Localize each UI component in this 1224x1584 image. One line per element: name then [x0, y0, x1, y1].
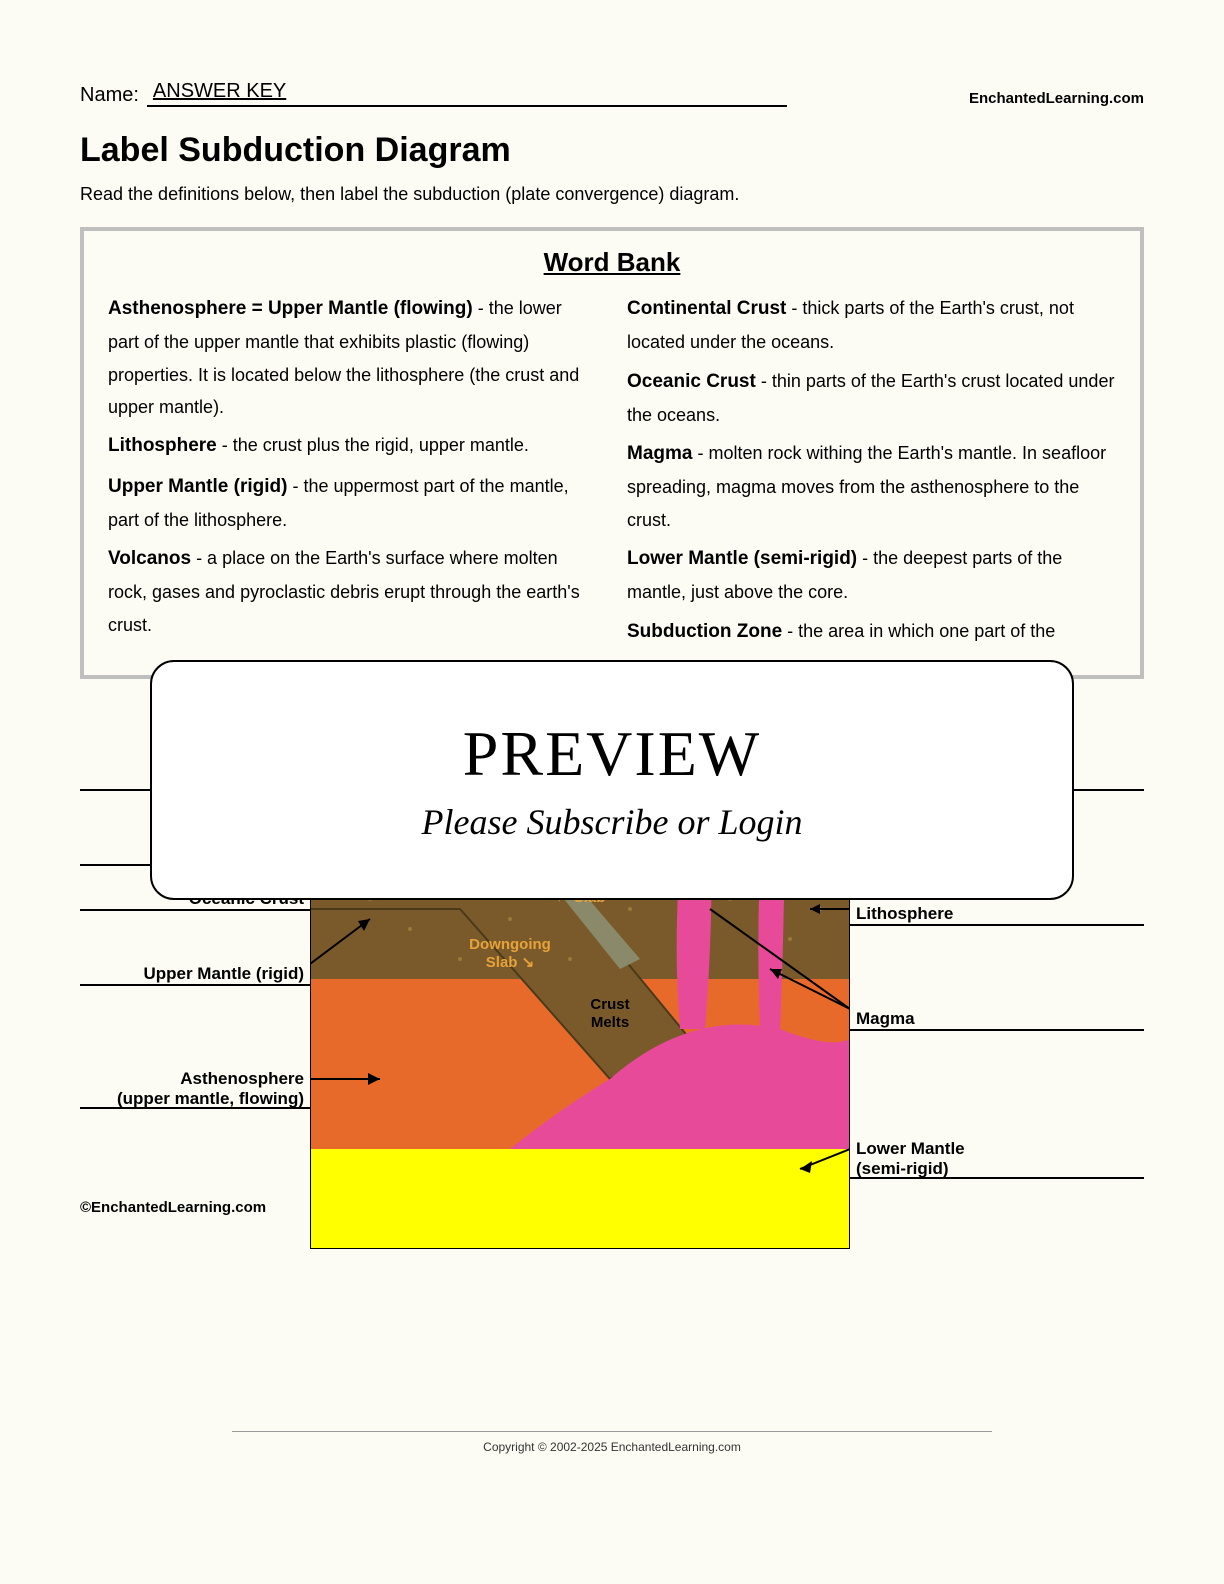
- word-bank-columns: Asthenosphere = Upper Mantle (flowing) -…: [108, 292, 1116, 655]
- name-label: Name:: [80, 84, 139, 107]
- term: Magma: [627, 443, 692, 464]
- word-bank-right-col: Continental Crust - thick parts of the E…: [627, 292, 1116, 655]
- word-bank-entry: Upper Mantle (rigid) - the uppermost par…: [108, 470, 597, 537]
- footer: Copyright © 2002-2025 EnchantedLearning.…: [0, 1431, 1224, 1454]
- term: Upper Mantle (rigid): [108, 476, 287, 497]
- name-value: ANSWER KEY: [147, 80, 787, 107]
- diagram-label: Lower Mantle(semi-rigid): [856, 1139, 965, 1179]
- svg-text:Slab ↘: Slab ↘: [486, 954, 534, 971]
- worksheet-page: Name: ANSWER KEY EnchantedLearning.com L…: [0, 0, 1224, 1309]
- preview-overlay: PREVIEW Please Subscribe or Login: [150, 660, 1074, 900]
- name-field: Name: ANSWER KEY: [80, 80, 787, 107]
- diagram-label: Lithosphere: [856, 904, 953, 924]
- word-bank: Word Bank Asthenosphere = Upper Mantle (…: [80, 227, 1144, 679]
- word-bank-left-col: Asthenosphere = Upper Mantle (flowing) -…: [108, 292, 597, 655]
- word-bank-title: Word Bank: [108, 247, 1116, 278]
- definition: - the crust plus the rigid, upper mantle…: [217, 435, 529, 455]
- label-line: [850, 924, 1144, 926]
- word-bank-entry: Lithosphere - the crust plus the rigid, …: [108, 429, 597, 463]
- word-bank-entry: Lower Mantle (semi-rigid) - the deepest …: [627, 542, 1116, 609]
- word-bank-entry: Asthenosphere = Upper Mantle (flowing) -…: [108, 292, 597, 423]
- instructions: Read the definitions below, then label t…: [80, 184, 1144, 205]
- footer-rule: [232, 1431, 992, 1432]
- label-line: [80, 984, 310, 986]
- label-line: [850, 1029, 1144, 1031]
- word-bank-entry: Volcanos - a place on the Earth's surfac…: [108, 542, 597, 641]
- svg-text:Melts: Melts: [591, 1014, 629, 1031]
- term: Asthenosphere = Upper Mantle (flowing): [108, 298, 473, 319]
- term: Oceanic Crust: [627, 371, 756, 392]
- label-line: [80, 1107, 310, 1109]
- preview-title: PREVIEW: [463, 717, 761, 791]
- definition: - molten rock withing the Earth's mantle…: [627, 443, 1106, 530]
- page-title: Label Subduction Diagram: [80, 131, 1144, 170]
- word-bank-entry: Oceanic Crust - thin parts of the Earth'…: [627, 365, 1116, 432]
- header-row: Name: ANSWER KEY EnchantedLearning.com: [80, 80, 1144, 107]
- diagram-label: Upper Mantle (rigid): [143, 964, 310, 984]
- word-bank-entry: Magma - molten rock withing the Earth's …: [627, 437, 1116, 536]
- term: Subduction Zone: [627, 621, 782, 642]
- term: Lithosphere: [108, 435, 217, 456]
- diagram-watermark: ©EnchantedLearning.com: [80, 1199, 266, 1216]
- svg-text:Downgoing: Downgoing: [469, 936, 551, 953]
- diagram-label: Magma: [856, 1009, 915, 1029]
- term: Continental Crust: [627, 298, 786, 319]
- definition: - the area in which one part of the: [782, 621, 1055, 641]
- term: Lower Mantle (semi-rigid): [627, 548, 857, 569]
- word-bank-entry: Subduction Zone - the area in which one …: [627, 615, 1116, 649]
- footer-copyright: Copyright © 2002-2025 EnchantedLearning.…: [0, 1440, 1224, 1454]
- site-name: EnchantedLearning.com: [969, 90, 1144, 107]
- svg-text:Crust: Crust: [590, 996, 629, 1013]
- label-line: [850, 1177, 1144, 1179]
- preview-subtitle: Please Subscribe or Login: [422, 801, 803, 843]
- diagram-label: Asthenosphere(upper mantle, flowing): [117, 1069, 310, 1109]
- label-line: [80, 909, 310, 911]
- word-bank-entry: Continental Crust - thick parts of the E…: [627, 292, 1116, 359]
- term: Volcanos: [108, 548, 191, 569]
